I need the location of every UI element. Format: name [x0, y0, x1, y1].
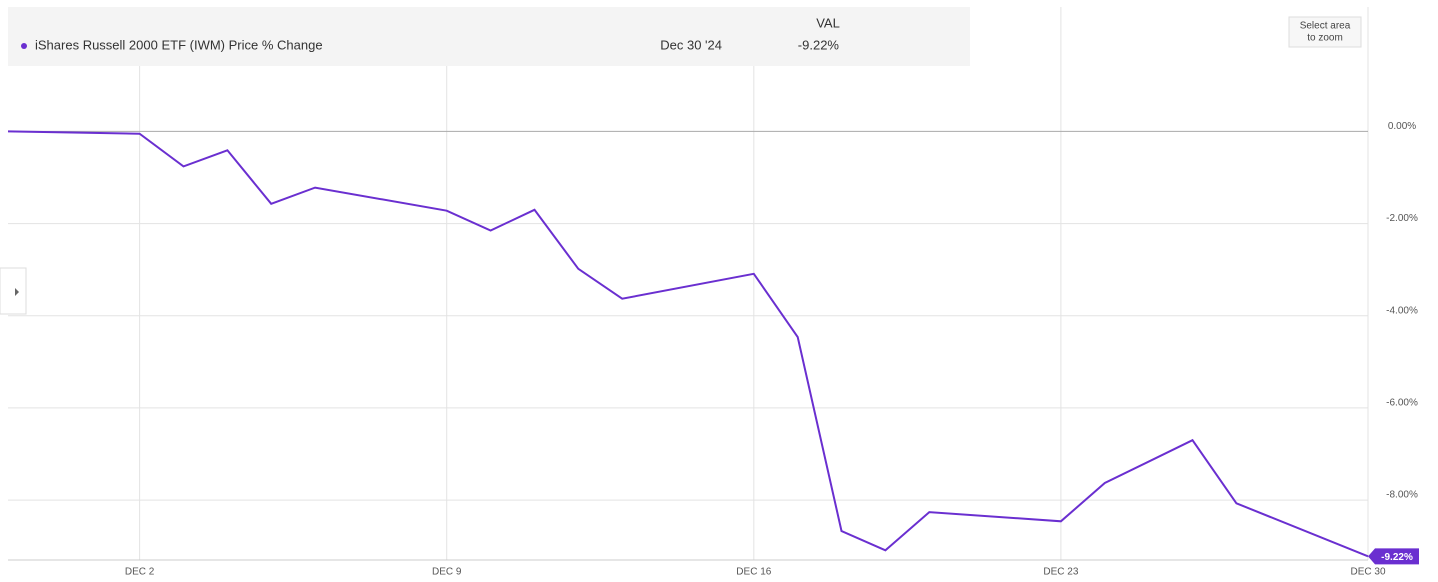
legend-panel [8, 7, 970, 66]
y-tick-label: -2.00% [1386, 213, 1418, 224]
legend-marker [21, 43, 27, 49]
x-tick-label: DEC 9 [432, 567, 462, 578]
value-badge [1368, 548, 1419, 565]
y-tick-label: -8.00% [1386, 490, 1418, 501]
x-tick-label: DEC 23 [1043, 567, 1078, 578]
x-tick-label: DEC 30 [1350, 567, 1385, 578]
zoom-text[interactable]: to zoom [1307, 33, 1343, 44]
x-tick-label: DEC 2 [125, 567, 155, 578]
zoom-button[interactable] [1288, 16, 1362, 48]
legend-entry: iShares Russell 2000 ETF (IWM) Price % C… [35, 37, 323, 52]
y-tick-label: -6.00% [1386, 398, 1418, 409]
y-tick-label: 0.00% [1388, 121, 1416, 132]
y-tick-label: -4.00% [1386, 305, 1418, 316]
zoom-text[interactable]: Select area [1300, 21, 1351, 32]
x-tick-label: DEC 16 [736, 567, 771, 578]
toggle-arrow[interactable] [15, 288, 19, 296]
series-line [7, 130, 1369, 558]
column-header: VAL [816, 15, 840, 30]
legend-date: Dec 30 '24 [660, 37, 722, 52]
side-panel-toggle[interactable] [0, 267, 27, 315]
value-badge-label: -9.22% [1381, 552, 1413, 563]
legend-value: -9.22% [798, 37, 840, 52]
